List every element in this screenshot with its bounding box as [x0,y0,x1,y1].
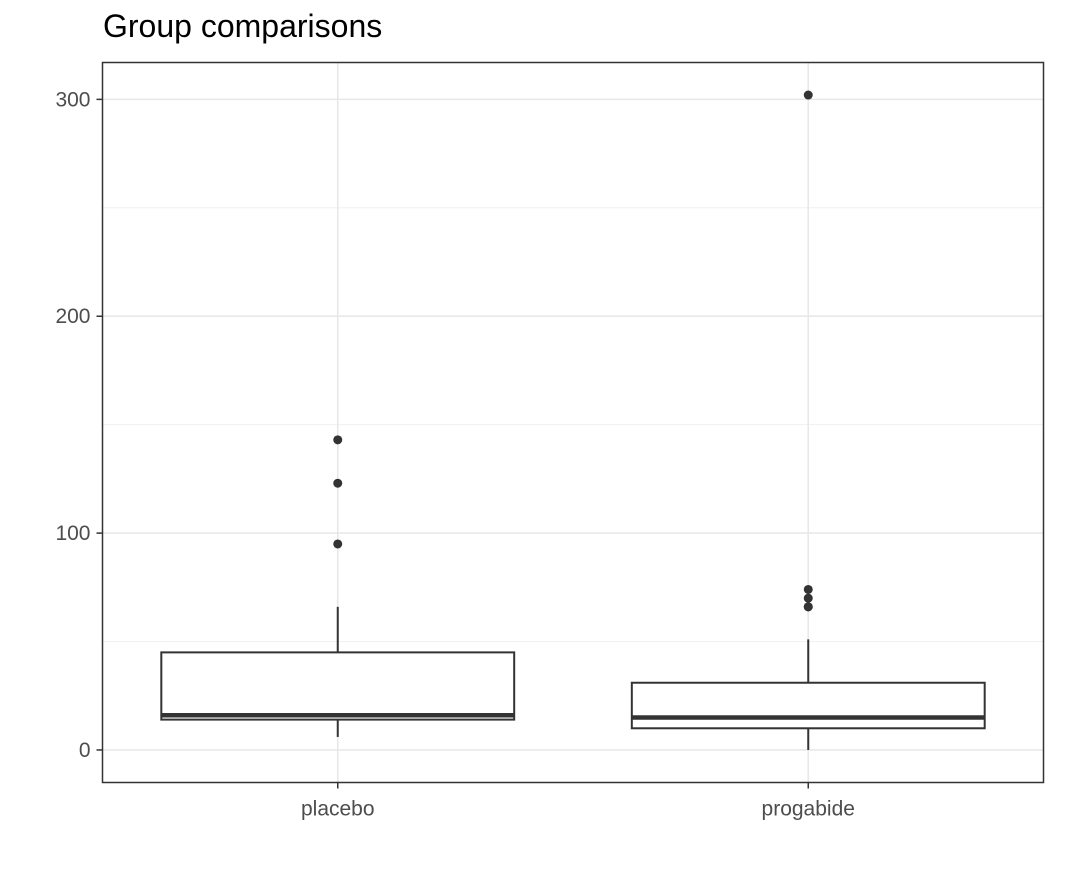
box-progabide [630,90,986,750]
chart-title: Group comparisons [103,8,383,44]
plot-panel-border [101,61,1045,784]
minor-gridlines [102,207,1044,643]
y-axis: 0 100 200 300 [55,88,103,762]
y-tick-label: 200 [55,305,90,328]
box-placebo [160,435,516,737]
boxes [160,90,986,750]
x-tick-label: progabide [762,798,855,821]
outlier-point [333,435,343,445]
box-rect [630,681,986,730]
outlier-point [333,478,343,488]
y-tick-label: 300 [55,88,90,111]
outlier-point [333,539,343,549]
outlier-point [803,584,813,594]
outlier-point [803,602,813,612]
y-tick-label: 100 [55,522,90,545]
x-axis: placebo progabide [301,782,855,821]
x-tick-label: placebo [301,798,375,821]
box-rect [160,651,516,721]
outlier-point [803,593,813,603]
y-tick-label: 0 [79,739,91,762]
outlier-point [803,90,813,100]
